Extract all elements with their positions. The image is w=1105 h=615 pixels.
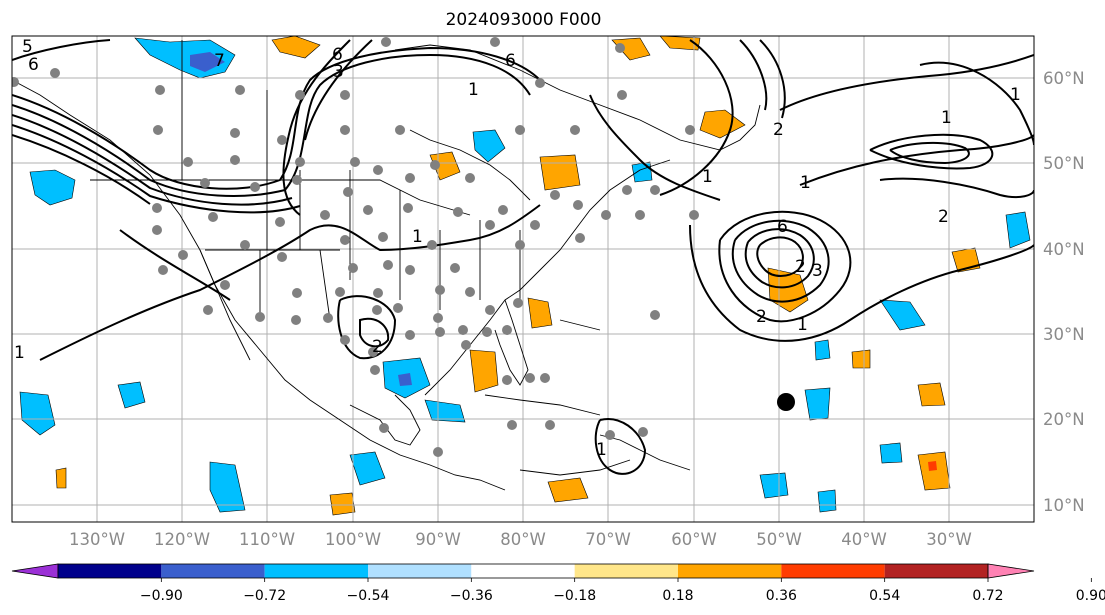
lon-label: 70°W xyxy=(585,530,631,549)
colorbar-bin xyxy=(264,564,368,578)
storm-center-marker xyxy=(777,393,795,411)
contour-label: 2 xyxy=(795,257,806,277)
shaded-anomalies xyxy=(19,36,1031,516)
colorbar-bin xyxy=(471,564,575,578)
lon-label: 100°W xyxy=(325,530,381,549)
colorbar-tick-label: 0.54 xyxy=(869,588,900,604)
colorbar-tick-label: 0.72 xyxy=(972,588,1003,604)
colorbar-bin xyxy=(678,564,782,578)
colorbar-tick-label: −0.36 xyxy=(450,588,493,604)
colorbar-bin xyxy=(781,564,885,578)
colorbar-tick-label: 0.90 xyxy=(1076,588,1105,604)
lat-label: 20°N xyxy=(1043,410,1085,429)
colorbar-bin xyxy=(161,564,265,578)
contour-label: 5 xyxy=(22,37,33,57)
contour-label: 2 xyxy=(773,120,784,140)
map-title: 2024093000 F000 xyxy=(445,10,602,30)
lon-label: 60°W xyxy=(671,530,717,549)
colorbar-tick-label: 0.18 xyxy=(662,588,693,604)
contour-label: 1 xyxy=(1010,85,1021,105)
contour-label: 3 xyxy=(333,62,344,82)
contour-label: 1 xyxy=(468,80,479,100)
contour-label: 6 xyxy=(505,51,516,71)
lat-label: 40°N xyxy=(1043,240,1085,259)
contour-label: 1 xyxy=(596,440,607,460)
colorbar-bin xyxy=(58,564,162,578)
contour-label-group: 6 6 3 6 1 1 2 1 1 2 2 1 6 2 3 1 1 2 1 1 … xyxy=(14,37,1021,460)
colorbar: −0.90 −0.72 −0.54 −0.36 −0.18 0.18 0.36 0.54 0.7… xyxy=(11,563,1105,604)
lat-label: 50°N xyxy=(1043,154,1085,173)
contour-label: 1 xyxy=(702,167,713,187)
contour-label: 6 xyxy=(332,45,343,65)
contour-label: 1 xyxy=(797,315,808,335)
lon-label: 40°W xyxy=(841,530,887,549)
lat-label: 10°N xyxy=(1043,496,1085,515)
colorbar-min-extension xyxy=(11,563,59,579)
lon-label: 130°W xyxy=(69,530,125,549)
colorbar-bin xyxy=(574,564,678,578)
map-frame xyxy=(11,35,1035,523)
contour-label: 2 xyxy=(938,207,949,227)
colorbar-bin xyxy=(884,564,988,578)
lon-label: 120°W xyxy=(154,530,210,549)
colorbar-max-extension xyxy=(987,563,1035,579)
colorbar-tick-label: −0.90 xyxy=(140,588,183,604)
contour-label: 1 xyxy=(800,173,811,193)
colorbar-tick-label: −0.18 xyxy=(553,588,596,604)
contour-label: 3 xyxy=(812,261,823,281)
contour-label: 1 xyxy=(941,108,952,128)
graticule xyxy=(12,36,1034,522)
colorbar-tick-label: 0.36 xyxy=(766,588,797,604)
lon-label: 80°W xyxy=(500,530,546,549)
lon-label: 90°W xyxy=(415,530,461,549)
lon-label: 30°W xyxy=(926,530,972,549)
contour-label: 1 xyxy=(412,227,423,247)
colorbar-bin xyxy=(368,564,472,578)
contour-label: 1 xyxy=(14,343,25,363)
contour-label: 6 xyxy=(777,217,788,237)
station-markers xyxy=(12,37,699,457)
contour-lines xyxy=(12,39,1034,475)
contour-label: 2 xyxy=(372,337,383,357)
colorbar-tick-label: −0.54 xyxy=(347,588,390,604)
colorbar-frame xyxy=(57,563,989,579)
contour-label: 7 xyxy=(214,51,225,71)
lon-label: 110°W xyxy=(239,530,295,549)
lat-label: 60°N xyxy=(1043,69,1085,88)
lon-label: 50°W xyxy=(756,530,802,549)
latitude-labels: 60°N 50°N 40°N 30°N 20°N 10°N xyxy=(1043,69,1085,515)
contour-label: 2 xyxy=(756,307,767,327)
colorbar-tick-label: −0.72 xyxy=(243,588,286,604)
longitude-labels: 130°W 120°W 110°W 100°W 90°W 80°W 70°W 6… xyxy=(69,530,972,549)
lat-label: 30°N xyxy=(1043,325,1085,344)
contour-label: 6 xyxy=(28,55,39,75)
